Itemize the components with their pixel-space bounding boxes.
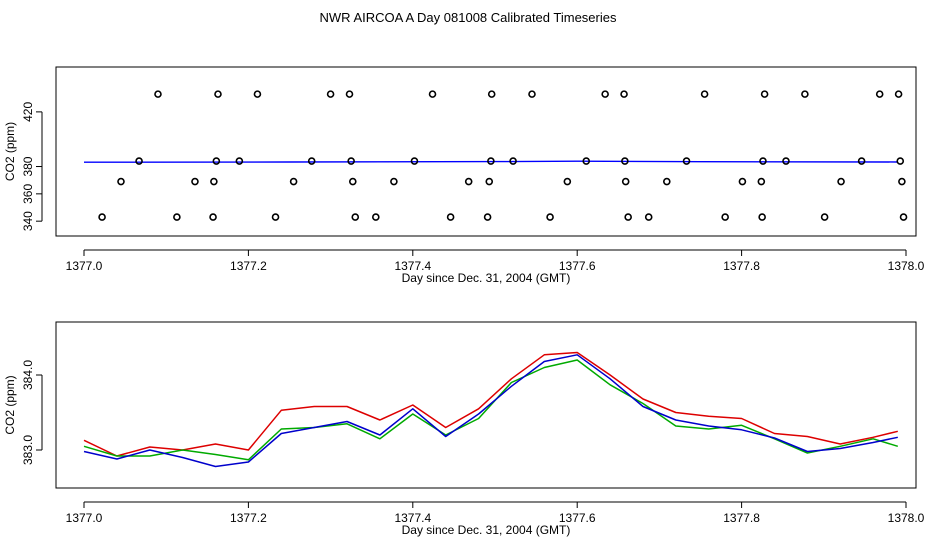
data-point: [253, 90, 262, 98]
data-point: [700, 90, 709, 98]
data-point: [582, 157, 591, 165]
data-point: [464, 177, 473, 186]
data-point: [173, 213, 181, 221]
plot-frame: [55, 66, 917, 237]
data-point: [212, 157, 221, 165]
data-point: [621, 177, 630, 186]
x-tick-label: 1377.6: [559, 259, 596, 273]
x-tick-label: 1377.4: [394, 511, 431, 525]
x-tick-label: 1378.0: [888, 511, 925, 525]
data-point: [563, 177, 572, 186]
data-point: [620, 90, 628, 98]
data-point: [509, 157, 517, 165]
data-point: [894, 90, 903, 98]
y-tick-label: 380: [21, 156, 35, 176]
data-point: [348, 177, 357, 186]
data-point: [446, 213, 455, 221]
x-tick-label: 1377.8: [723, 259, 760, 273]
data-point: [483, 213, 492, 221]
data-point: [210, 177, 218, 186]
data-point: [214, 90, 222, 98]
series-line-3: [83, 354, 898, 468]
data-point: [721, 213, 729, 221]
data-point: [98, 213, 106, 221]
x-tick-label: 1377.4: [394, 259, 431, 273]
y-tick-label: 340: [21, 211, 35, 231]
y-tick-label: 383.0: [21, 435, 35, 465]
data-point: [345, 90, 354, 98]
data-point: [209, 213, 217, 221]
data-point: [782, 157, 790, 165]
data-point: [372, 213, 380, 221]
data-point: [682, 157, 691, 165]
data-point: [487, 90, 496, 98]
data-point: [896, 157, 905, 165]
y-tick-label: 384.0: [21, 360, 35, 390]
data-point: [820, 213, 829, 221]
data-point: [410, 157, 419, 165]
data-point: [899, 213, 908, 221]
data-point: [135, 157, 143, 165]
data-point: [758, 213, 766, 221]
reference-line: [83, 160, 898, 163]
data-point: [662, 177, 671, 186]
series-line-1: [83, 351, 898, 457]
data-point: [485, 177, 494, 186]
x-tick-label: 1377.8: [723, 511, 760, 525]
x-tick-label: 1378.0: [888, 259, 925, 273]
y-tick-label: 360: [21, 184, 35, 204]
series-line-2: [83, 359, 899, 461]
chart-title: NWR AIRCOA A Day 081008 Calibrated Times…: [320, 10, 617, 25]
data-point: [351, 213, 360, 221]
x-tick-label: 1377.0: [66, 511, 103, 525]
data-point: [759, 157, 767, 165]
x-axis-label: Day since Dec. 31, 2004 (GMT): [402, 271, 571, 285]
data-point: [528, 90, 536, 98]
data-point: [347, 157, 355, 165]
data-point: [875, 90, 884, 98]
plot-frame: [55, 321, 917, 489]
data-point: [760, 90, 769, 98]
scatter-panel: 1377.0 1377.2 1377.4 1377.6 1377.8 1378.0 Day …: [3, 66, 925, 285]
data-point: [898, 177, 906, 186]
data-point: [837, 177, 845, 186]
x-tick-label: 1377.2: [230, 259, 267, 273]
data-point: [154, 90, 162, 98]
x-axis-label: Day since Dec. 31, 2004 (GMT): [402, 523, 571, 537]
data-point: [621, 157, 629, 165]
data-point: [390, 177, 398, 186]
x-tick-label: 1377.6: [559, 511, 596, 525]
y-tick-label: 420: [21, 102, 35, 122]
data-point: [191, 177, 199, 186]
x-tick-label: 1377.0: [66, 259, 103, 273]
data-point: [738, 177, 747, 186]
data-point: [757, 177, 766, 186]
y-axis-label: CO2 (ppm): [3, 122, 17, 181]
data-point: [487, 157, 495, 165]
data-point: [307, 157, 316, 165]
data-point: [601, 90, 609, 98]
data-point: [546, 213, 554, 221]
data-point: [235, 157, 244, 165]
data-point: [326, 90, 335, 98]
data-point: [271, 213, 280, 221]
data-point: [117, 177, 125, 186]
x-tick-label: 1377.2: [230, 511, 267, 525]
timeseries-panel: 1377.0 1377.2 1377.4 1377.6 1377.8 1378.0 Day …: [3, 321, 925, 537]
data-point: [289, 177, 298, 186]
data-point: [801, 90, 809, 98]
data-point: [624, 213, 632, 221]
data-point: [428, 90, 437, 98]
data-point: [644, 213, 653, 221]
data-point: [857, 157, 866, 165]
y-axis-label: CO2 (ppm): [3, 375, 17, 434]
